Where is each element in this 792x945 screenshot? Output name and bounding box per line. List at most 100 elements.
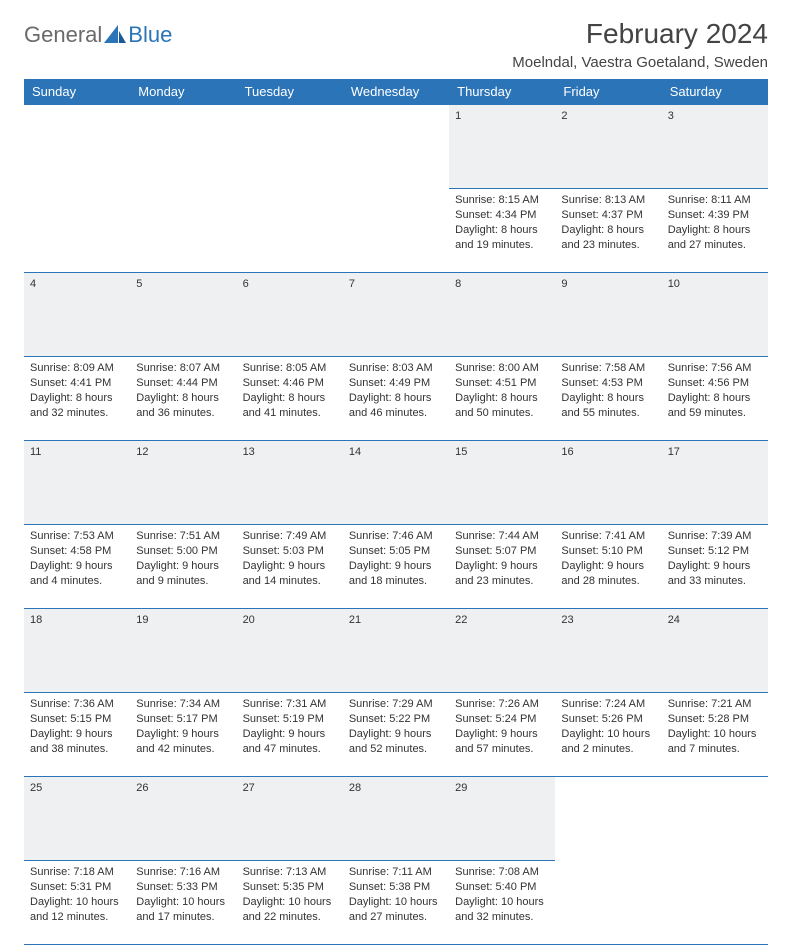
dayname-cell: Sunday bbox=[24, 79, 130, 105]
day-info-row: Sunrise: 7:36 AMSunset: 5:15 PMDaylight:… bbox=[24, 693, 768, 777]
daylight-text: Daylight: 9 hours and 47 minutes. bbox=[243, 727, 337, 757]
day-number-cell: 24 bbox=[662, 609, 768, 693]
sunset-text: Sunset: 4:34 PM bbox=[455, 208, 549, 223]
day-number-cell: 23 bbox=[555, 609, 661, 693]
day-number-cell: 1 bbox=[449, 105, 555, 189]
sunset-text: Sunset: 5:35 PM bbox=[243, 880, 337, 895]
day-number-cell: 22 bbox=[449, 609, 555, 693]
daylight-text: Daylight: 8 hours and 19 minutes. bbox=[455, 223, 549, 253]
day-number-cell: 5 bbox=[130, 273, 236, 357]
sunset-text: Sunset: 4:58 PM bbox=[30, 544, 124, 559]
day-info-cell bbox=[555, 861, 661, 945]
dayname-cell: Monday bbox=[130, 79, 236, 105]
sunset-text: Sunset: 5:22 PM bbox=[349, 712, 443, 727]
daylight-text: Daylight: 9 hours and 42 minutes. bbox=[136, 727, 230, 757]
daylight-text: Daylight: 10 hours and 27 minutes. bbox=[349, 895, 443, 925]
sunrise-text: Sunrise: 8:07 AM bbox=[136, 361, 230, 376]
dayname-cell: Thursday bbox=[449, 79, 555, 105]
daylight-text: Daylight: 8 hours and 41 minutes. bbox=[243, 391, 337, 421]
sunrise-text: Sunrise: 7:13 AM bbox=[243, 865, 337, 880]
sunset-text: Sunset: 5:24 PM bbox=[455, 712, 549, 727]
title-block: February 2024 Moelndal, Vaestra Goetalan… bbox=[512, 18, 768, 75]
sunrise-text: Sunrise: 7:49 AM bbox=[243, 529, 337, 544]
sunset-text: Sunset: 4:56 PM bbox=[668, 376, 762, 391]
day-info-cell: Sunrise: 8:00 AMSunset: 4:51 PMDaylight:… bbox=[449, 357, 555, 441]
daylight-text: Daylight: 10 hours and 17 minutes. bbox=[136, 895, 230, 925]
sunset-text: Sunset: 5:38 PM bbox=[349, 880, 443, 895]
day-number-row: 18192021222324 bbox=[24, 609, 768, 693]
day-number-cell: 10 bbox=[662, 273, 768, 357]
day-number-cell: 27 bbox=[237, 777, 343, 861]
sunrise-text: Sunrise: 8:11 AM bbox=[668, 193, 762, 208]
sunrise-text: Sunrise: 7:39 AM bbox=[668, 529, 762, 544]
sunset-text: Sunset: 5:26 PM bbox=[561, 712, 655, 727]
day-number-cell bbox=[237, 105, 343, 189]
day-number-cell: 11 bbox=[24, 441, 130, 525]
sunset-text: Sunset: 5:07 PM bbox=[455, 544, 549, 559]
day-info-cell: Sunrise: 7:41 AMSunset: 5:10 PMDaylight:… bbox=[555, 525, 661, 609]
logo-sail-icon bbox=[104, 25, 126, 45]
sunrise-text: Sunrise: 7:29 AM bbox=[349, 697, 443, 712]
day-number-cell: 12 bbox=[130, 441, 236, 525]
sunrise-text: Sunrise: 7:56 AM bbox=[668, 361, 762, 376]
day-number-row: 11121314151617 bbox=[24, 441, 768, 525]
daylight-text: Daylight: 10 hours and 2 minutes. bbox=[561, 727, 655, 757]
daylight-text: Daylight: 10 hours and 32 minutes. bbox=[455, 895, 549, 925]
daylight-text: Daylight: 9 hours and 52 minutes. bbox=[349, 727, 443, 757]
day-info-cell: Sunrise: 8:11 AMSunset: 4:39 PMDaylight:… bbox=[662, 189, 768, 273]
sunset-text: Sunset: 4:51 PM bbox=[455, 376, 549, 391]
daylight-text: Daylight: 8 hours and 27 minutes. bbox=[668, 223, 762, 253]
day-info-cell: Sunrise: 7:56 AMSunset: 4:56 PMDaylight:… bbox=[662, 357, 768, 441]
day-info-cell: Sunrise: 7:46 AMSunset: 5:05 PMDaylight:… bbox=[343, 525, 449, 609]
day-info-cell: Sunrise: 7:13 AMSunset: 5:35 PMDaylight:… bbox=[237, 861, 343, 945]
day-info-cell: Sunrise: 7:11 AMSunset: 5:38 PMDaylight:… bbox=[343, 861, 449, 945]
sunrise-text: Sunrise: 8:09 AM bbox=[30, 361, 124, 376]
sunset-text: Sunset: 5:12 PM bbox=[668, 544, 762, 559]
sunrise-text: Sunrise: 8:00 AM bbox=[455, 361, 549, 376]
dayname-cell: Saturday bbox=[662, 79, 768, 105]
calendar-body: 123Sunrise: 8:15 AMSunset: 4:34 PMDaylig… bbox=[24, 105, 768, 945]
sunset-text: Sunset: 5:00 PM bbox=[136, 544, 230, 559]
sunrise-text: Sunrise: 7:46 AM bbox=[349, 529, 443, 544]
sunrise-text: Sunrise: 7:44 AM bbox=[455, 529, 549, 544]
day-info-cell bbox=[343, 189, 449, 273]
day-info-cell: Sunrise: 7:34 AMSunset: 5:17 PMDaylight:… bbox=[130, 693, 236, 777]
sunset-text: Sunset: 4:53 PM bbox=[561, 376, 655, 391]
day-info-cell: Sunrise: 8:05 AMSunset: 4:46 PMDaylight:… bbox=[237, 357, 343, 441]
day-number-cell: 16 bbox=[555, 441, 661, 525]
day-info-cell: Sunrise: 7:44 AMSunset: 5:07 PMDaylight:… bbox=[449, 525, 555, 609]
day-info-cell bbox=[130, 189, 236, 273]
day-info-cell: Sunrise: 7:26 AMSunset: 5:24 PMDaylight:… bbox=[449, 693, 555, 777]
sunrise-text: Sunrise: 8:05 AM bbox=[243, 361, 337, 376]
logo-text-general: General bbox=[24, 22, 102, 48]
day-number-row: 123 bbox=[24, 105, 768, 189]
sunset-text: Sunset: 5:19 PM bbox=[243, 712, 337, 727]
daylight-text: Daylight: 8 hours and 55 minutes. bbox=[561, 391, 655, 421]
day-info-cell: Sunrise: 7:53 AMSunset: 4:58 PMDaylight:… bbox=[24, 525, 130, 609]
sunrise-text: Sunrise: 7:08 AM bbox=[455, 865, 549, 880]
sunrise-text: Sunrise: 7:53 AM bbox=[30, 529, 124, 544]
sunrise-text: Sunrise: 7:41 AM bbox=[561, 529, 655, 544]
sunset-text: Sunset: 5:05 PM bbox=[349, 544, 443, 559]
dayname-cell: Wednesday bbox=[343, 79, 449, 105]
day-number-cell: 28 bbox=[343, 777, 449, 861]
daylight-text: Daylight: 9 hours and 9 minutes. bbox=[136, 559, 230, 589]
day-info-cell: Sunrise: 7:36 AMSunset: 5:15 PMDaylight:… bbox=[24, 693, 130, 777]
day-info-cell: Sunrise: 8:03 AMSunset: 4:49 PMDaylight:… bbox=[343, 357, 449, 441]
sunrise-text: Sunrise: 7:18 AM bbox=[30, 865, 124, 880]
sunrise-text: Sunrise: 7:21 AM bbox=[668, 697, 762, 712]
day-info-cell bbox=[24, 189, 130, 273]
day-number-cell: 26 bbox=[130, 777, 236, 861]
daylight-text: Daylight: 8 hours and 32 minutes. bbox=[30, 391, 124, 421]
sunrise-text: Sunrise: 7:16 AM bbox=[136, 865, 230, 880]
sunrise-text: Sunrise: 7:36 AM bbox=[30, 697, 124, 712]
day-number-cell bbox=[662, 777, 768, 861]
daylight-text: Daylight: 9 hours and 38 minutes. bbox=[30, 727, 124, 757]
daylight-text: Daylight: 10 hours and 12 minutes. bbox=[30, 895, 124, 925]
day-info-cell: Sunrise: 7:49 AMSunset: 5:03 PMDaylight:… bbox=[237, 525, 343, 609]
day-number-cell: 7 bbox=[343, 273, 449, 357]
dayname-row: Sunday Monday Tuesday Wednesday Thursday… bbox=[24, 79, 768, 105]
day-info-cell bbox=[237, 189, 343, 273]
logo-text-blue: Blue bbox=[128, 22, 172, 48]
day-number-cell: 13 bbox=[237, 441, 343, 525]
